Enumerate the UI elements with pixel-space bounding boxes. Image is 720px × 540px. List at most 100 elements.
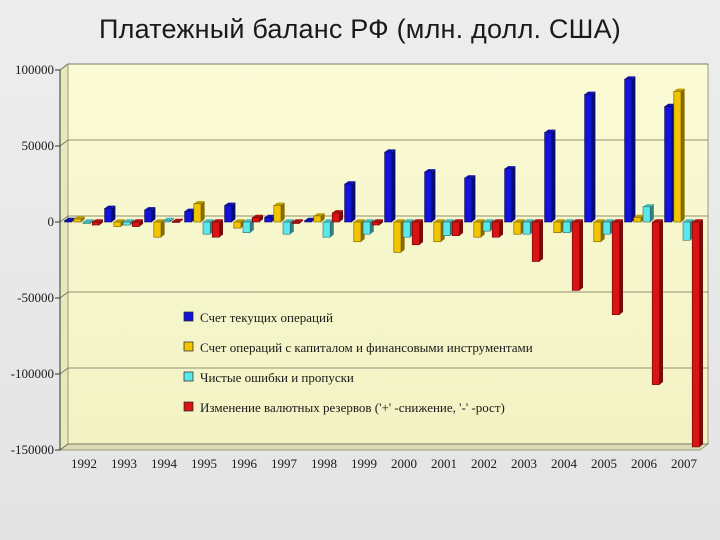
bar-top <box>643 204 654 207</box>
gridline <box>59 443 708 451</box>
bar-side <box>431 169 436 222</box>
bar-front <box>104 208 113 223</box>
bar-side <box>650 204 654 222</box>
bar-top <box>384 149 396 153</box>
bar-side <box>231 202 236 222</box>
bar-side <box>351 181 356 222</box>
gridline <box>59 139 708 147</box>
bar <box>371 219 383 226</box>
bar-front <box>442 221 451 236</box>
x-tick-label: 1994 <box>151 456 178 471</box>
bar <box>144 207 156 223</box>
bar-front <box>184 211 193 223</box>
bar-front <box>313 215 322 223</box>
bar-side <box>681 88 685 222</box>
bar <box>651 219 663 385</box>
bar-front <box>682 221 691 241</box>
bar-top <box>483 219 494 222</box>
gridline <box>59 63 708 71</box>
bar-front <box>131 221 140 227</box>
bar-top <box>193 201 205 204</box>
bar-side <box>179 218 183 223</box>
bar-top <box>283 219 294 222</box>
bar-top <box>504 166 516 169</box>
bar-side <box>379 219 383 226</box>
bar-front <box>491 221 500 238</box>
bar <box>331 210 343 223</box>
bar-front <box>571 221 580 291</box>
bar <box>362 219 374 235</box>
bar <box>273 202 285 223</box>
bar-top <box>513 219 525 222</box>
bar-top <box>64 217 76 221</box>
bar-side <box>299 219 303 224</box>
bar-top <box>233 219 245 222</box>
bar <box>611 219 623 316</box>
bar-top <box>83 219 94 222</box>
legend: Счет текущих операций Счет операций с кап… <box>183 310 533 415</box>
bar-front <box>224 204 233 223</box>
bar-side <box>551 129 556 222</box>
y-tick-label: -150000 <box>11 442 54 457</box>
bar-top <box>144 207 156 210</box>
bar-side <box>699 219 703 447</box>
bar-top <box>544 129 556 133</box>
bar-top <box>633 214 645 218</box>
bar-side <box>219 219 223 238</box>
bar <box>451 219 463 236</box>
bar-side <box>81 216 85 222</box>
y-tick-label: 100000 <box>15 62 54 77</box>
bar-top <box>424 169 436 172</box>
bar-front <box>633 217 642 223</box>
x-tick-label: 2003 <box>511 456 537 471</box>
bar-front <box>504 168 513 223</box>
y-tick-label: -100000 <box>11 366 54 381</box>
bar-front <box>584 94 593 223</box>
x-tick-label: 1993 <box>111 456 137 471</box>
bar-top <box>593 219 605 222</box>
bar-side <box>259 214 263 222</box>
side-wall <box>59 63 69 451</box>
bar-top <box>393 219 405 222</box>
plot-area <box>58 63 710 451</box>
bar-front <box>402 221 411 238</box>
bar-front <box>611 221 620 316</box>
bar-top <box>572 219 583 222</box>
gridline <box>59 215 708 223</box>
bar-top <box>323 219 334 222</box>
bar-front <box>624 78 633 223</box>
bar <box>531 219 543 262</box>
gridlines <box>59 63 708 451</box>
bar <box>224 202 236 223</box>
bar-side <box>459 219 463 236</box>
bar-top <box>163 217 174 221</box>
bar-side <box>659 219 663 385</box>
bar-front <box>411 221 420 246</box>
bar-top <box>563 219 574 222</box>
x-tick-label: 2006 <box>631 456 658 471</box>
bar-top <box>433 219 445 222</box>
bar-front <box>211 221 220 238</box>
bar <box>73 216 85 223</box>
bar-front <box>73 218 82 223</box>
bar <box>544 129 556 223</box>
bar <box>384 149 396 223</box>
x-tick-label: 1997 <box>271 456 298 471</box>
bar-front <box>513 221 522 235</box>
bar-front <box>64 220 73 223</box>
x-tick-label: 2004 <box>551 456 578 471</box>
bar-top <box>273 202 285 206</box>
bar-side <box>139 219 143 227</box>
bar-front <box>433 221 442 243</box>
x-tick-label: 2005 <box>591 456 617 471</box>
bar-side <box>631 76 636 222</box>
bar <box>344 181 356 223</box>
legend-label: Счет операций с капиталом и финансовыми … <box>200 340 533 355</box>
bar <box>424 169 436 223</box>
bar-front <box>322 221 331 238</box>
bar-top <box>92 219 103 222</box>
bar <box>153 219 165 238</box>
bar-top <box>353 219 365 222</box>
bar-side <box>201 201 205 222</box>
bar-side <box>90 219 94 224</box>
